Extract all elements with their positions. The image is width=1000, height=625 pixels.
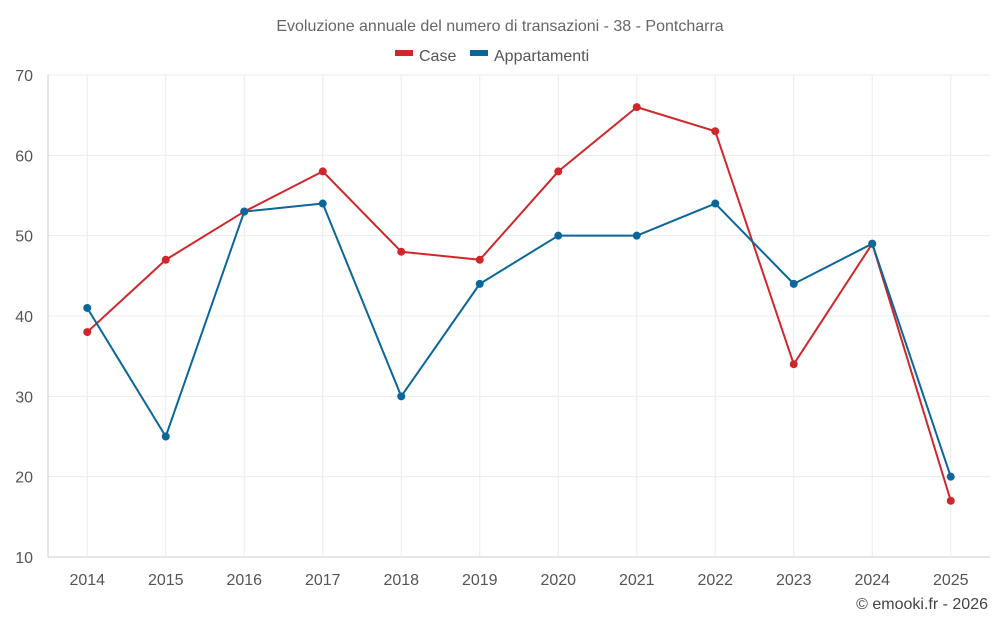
data-point-appartamenti[interactable] bbox=[475, 279, 484, 288]
y-tick-label: 70 bbox=[15, 68, 33, 85]
data-point-case[interactable] bbox=[397, 247, 406, 256]
x-tick-label: 2016 bbox=[226, 572, 262, 589]
x-tick-label: 2018 bbox=[383, 572, 419, 589]
series-line-case bbox=[86, 106, 952, 502]
legend: Case Appartamenti bbox=[395, 48, 589, 65]
x-tick-label: 2024 bbox=[854, 572, 890, 589]
x-tick-label: 2019 bbox=[462, 572, 498, 589]
data-point-appartamenti[interactable] bbox=[397, 392, 406, 401]
data-point-appartamenti[interactable] bbox=[632, 231, 641, 240]
x-tick-label: 2022 bbox=[697, 572, 733, 589]
data-point-appartamenti[interactable] bbox=[161, 432, 170, 441]
data-point-case[interactable] bbox=[83, 328, 92, 337]
y-tick-label: 10 bbox=[15, 550, 33, 567]
x-tick-label: 2015 bbox=[148, 572, 184, 589]
data-point-appartamenti[interactable] bbox=[711, 199, 720, 208]
data-point-appartamenti[interactable] bbox=[83, 303, 92, 312]
legend-swatch-appartamenti[interactable] bbox=[470, 50, 488, 56]
data-point-case[interactable] bbox=[946, 496, 955, 505]
x-tick-label: 2017 bbox=[305, 572, 341, 589]
data-point-appartamenti[interactable] bbox=[554, 231, 563, 240]
data-point-case[interactable] bbox=[632, 103, 641, 112]
x-tick-label: 2021 bbox=[619, 572, 655, 589]
y-tick-label: 40 bbox=[15, 309, 33, 326]
x-axis-ticks: 2014 2015 2016 2017 2018 2019 2020 2021 2022 2023… bbox=[69, 572, 968, 589]
series-line-appartamenti bbox=[86, 202, 952, 477]
y-tick-label: 30 bbox=[15, 389, 33, 406]
data-point-appartamenti[interactable] bbox=[868, 239, 877, 248]
y-tick-label: 50 bbox=[15, 229, 33, 246]
data-point-appartamenti[interactable] bbox=[240, 207, 249, 216]
data-point-case[interactable] bbox=[554, 167, 563, 176]
data-point-case[interactable] bbox=[789, 360, 798, 369]
y-tick-label: 20 bbox=[15, 470, 33, 487]
legend-label-appartamenti[interactable]: Appartamenti bbox=[494, 48, 589, 65]
data-point-case[interactable] bbox=[318, 167, 327, 176]
x-tick-label: 2014 bbox=[69, 572, 105, 589]
data-point-appartamenti[interactable] bbox=[318, 199, 327, 208]
data-point-appartamenti[interactable] bbox=[946, 472, 955, 481]
legend-swatch-case[interactable] bbox=[395, 50, 413, 56]
y-axis-ticks: 10 20 30 40 50 60 70 bbox=[15, 68, 33, 567]
legend-label-case[interactable]: Case bbox=[419, 48, 456, 65]
data-point-case[interactable] bbox=[161, 255, 170, 264]
x-tick-label: 2020 bbox=[540, 572, 576, 589]
credit-text: © emooki.fr - 2026 bbox=[856, 596, 988, 613]
series-group bbox=[83, 103, 955, 505]
y-tick-label: 60 bbox=[15, 148, 33, 165]
data-point-appartamenti[interactable] bbox=[789, 279, 798, 288]
x-tick-label: 2025 bbox=[933, 572, 969, 589]
chart-title: Evoluzione annuale del numero di transaz… bbox=[276, 18, 723, 35]
grid bbox=[47, 74, 990, 558]
data-point-case[interactable] bbox=[475, 255, 484, 264]
data-point-case[interactable] bbox=[711, 127, 720, 136]
x-tick-label: 2023 bbox=[776, 572, 812, 589]
